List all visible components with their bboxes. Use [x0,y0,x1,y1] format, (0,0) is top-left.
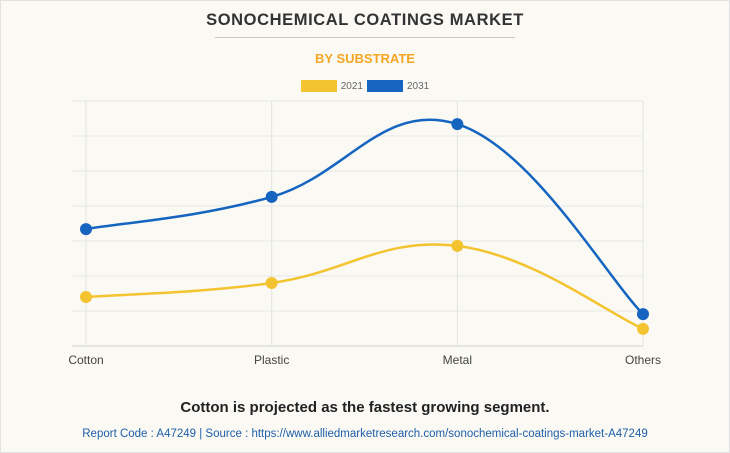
legend-label-2021: 2021 [340,80,363,92]
source-citation[interactable]: Report Code : A47249 | Source : https://… [82,428,648,440]
x-tick-label: Metal [443,353,472,367]
legend-swatch-2031 [367,80,403,92]
chart-headline: Cotton is projected as the fastest growi… [180,399,550,416]
series-line-2021 [85,243,644,330]
data-point-2021-others [637,322,649,335]
data-point-2031-others [637,308,649,321]
x-tick-label: Plastic [254,353,289,367]
data-point-2031-metal [451,118,464,131]
series-points [80,118,649,335]
data-point-2031-plastic [265,190,278,203]
legend-label-2031: 2031 [407,80,430,92]
series-line-2031 [85,118,644,316]
legend-item-2031[interactable]: 2031 [367,80,429,92]
legend-swatch-2021 [300,80,337,92]
x-tick-label: Cotton [68,353,103,367]
data-point-2021-cotton [80,291,92,303]
series-lines [85,118,644,330]
title-divider [215,37,515,38]
legend: 2021 2031 [0,80,730,92]
chart-subtitle: BY SUBSTRATE [315,51,415,66]
data-point-2031-cotton [80,223,92,236]
chart-title: SONOCHEMICAL COATINGS MARKET [206,11,524,29]
data-point-2021-plastic [265,277,278,289]
data-point-2021-metal [451,239,464,252]
gridlines [72,100,644,347]
legend-item-2021[interactable]: 2021 [300,80,363,92]
x-axis-labels: Cotton Plastic Metal Others [68,353,661,367]
x-tick-label: Others [625,353,661,367]
